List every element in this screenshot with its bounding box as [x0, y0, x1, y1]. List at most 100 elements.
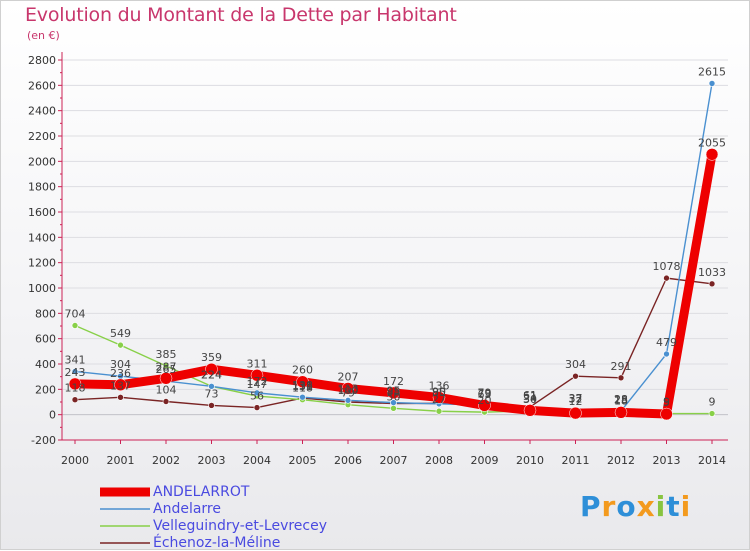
- x-tick-label: 2012: [607, 454, 635, 467]
- logo-letter: i: [680, 490, 692, 523]
- data-point: [253, 404, 261, 411]
- x-tick-label: 2007: [380, 454, 408, 467]
- data-point: [162, 362, 170, 370]
- chart-subtitle: (en €): [27, 29, 60, 42]
- data-point: [117, 394, 124, 401]
- data-label: 85: [432, 386, 446, 399]
- logo-letter: x: [636, 490, 656, 523]
- chart-title: Evolution du Montant de la Dette par Hab…: [25, 4, 457, 26]
- data-point: [435, 407, 443, 415]
- data-label: 224: [201, 368, 222, 381]
- data-label: 304: [565, 358, 586, 371]
- data-label: 311: [247, 357, 268, 370]
- data-point: [569, 406, 582, 420]
- data-point: [299, 393, 306, 401]
- legend-label: Andelarre: [153, 500, 221, 517]
- data-point: [208, 382, 215, 390]
- data-point: [617, 374, 625, 382]
- y-tick-label: 800: [35, 307, 56, 320]
- data-label: 2615: [698, 65, 726, 78]
- x-tick-label: 2008: [425, 454, 453, 467]
- data-point: [523, 404, 537, 417]
- y-tick-label: 2800: [28, 54, 56, 67]
- data-label: 1078: [653, 260, 681, 273]
- data-label: 90: [432, 385, 446, 398]
- data-label: 32: [569, 393, 583, 406]
- x-tick-label: 2011: [562, 454, 590, 467]
- logo-letter: t: [666, 490, 681, 523]
- y-tick-label: 2200: [28, 130, 56, 143]
- data-label: 9: [709, 396, 716, 409]
- y-tick-label: 1600: [28, 206, 56, 219]
- y-tick-label: -200: [31, 434, 56, 447]
- data-point: [708, 280, 716, 288]
- data-label: 207: [338, 370, 359, 383]
- data-label: 25: [614, 394, 628, 407]
- legend-item-echenoz[interactable]: Échenoz-la-Méline: [100, 534, 327, 551]
- data-label: 79: [341, 387, 355, 400]
- data-point: [390, 399, 397, 406]
- data-label: 50: [387, 390, 401, 403]
- data-label: 118: [292, 382, 313, 395]
- x-tick-label: 2001: [107, 454, 135, 467]
- data-label: 30: [523, 393, 537, 406]
- data-label: 385: [156, 348, 177, 361]
- proxiti-logo: Proxiti: [580, 490, 691, 523]
- data-label: 2055: [698, 136, 726, 149]
- legend-item-velleguindry[interactable]: Velleguindry-et-Levrecey: [100, 517, 327, 534]
- data-point: [572, 372, 579, 380]
- data-label: 34: [523, 392, 537, 405]
- x-tick-label: 2013: [653, 454, 681, 467]
- legend-swatch-echenoz: [100, 541, 150, 544]
- data-point: [708, 410, 716, 417]
- x-tick-label: 2004: [243, 454, 271, 467]
- data-label: 131: [292, 380, 313, 393]
- data-label: 56: [250, 390, 264, 403]
- data-label: 12: [569, 395, 583, 408]
- legend-swatch-velleguindry: [100, 524, 150, 527]
- y-tick-label: 2400: [28, 105, 56, 118]
- data-label: 61: [523, 389, 537, 402]
- data-label: 113: [338, 382, 359, 395]
- data-label: 27: [432, 393, 446, 406]
- data-label: 118: [65, 382, 86, 395]
- data-point: [71, 322, 79, 329]
- data-point: [614, 406, 628, 419]
- legend-item-andelarrot[interactable]: ANDELARROT: [100, 483, 327, 500]
- logo-letter: P: [580, 490, 602, 523]
- x-tick-label: 2002: [152, 454, 180, 467]
- x-tick-label: 2014: [698, 454, 726, 467]
- data-label: 243: [65, 366, 86, 379]
- data-label: 172: [383, 375, 404, 388]
- x-tick-label: 2000: [61, 454, 89, 467]
- data-label: 1033: [698, 266, 726, 279]
- data-label: 304: [110, 358, 131, 371]
- data-label: 287: [156, 360, 177, 373]
- data-label: 95: [387, 385, 401, 398]
- data-point: [296, 375, 309, 388]
- data-label: 51: [523, 390, 537, 403]
- data-label: 224: [201, 368, 222, 381]
- data-label: 359: [201, 351, 222, 364]
- y-tick-label: 1000: [28, 282, 56, 295]
- legend-item-andelarre[interactable]: Andelarre: [100, 500, 327, 517]
- data-point: [159, 372, 173, 385]
- data-label: 704: [65, 307, 86, 320]
- data-point: [208, 402, 215, 409]
- data-point: [162, 398, 170, 405]
- data-point: [478, 399, 491, 412]
- y-tick-label: 0: [49, 409, 56, 422]
- data-label: 18: [614, 394, 628, 407]
- y-tick-label: 400: [35, 358, 56, 371]
- data-label: 100: [338, 384, 359, 397]
- data-point: [390, 405, 397, 412]
- x-tick-label: 2010: [516, 454, 544, 467]
- data-label: 479: [656, 336, 677, 349]
- data-label: 73: [205, 387, 219, 400]
- data-label: 549: [110, 327, 131, 340]
- data-label: 137: [110, 379, 131, 392]
- data-label: 79: [478, 387, 492, 400]
- data-point: [253, 389, 261, 397]
- data-point: [708, 80, 716, 87]
- data-label: 260: [292, 364, 313, 377]
